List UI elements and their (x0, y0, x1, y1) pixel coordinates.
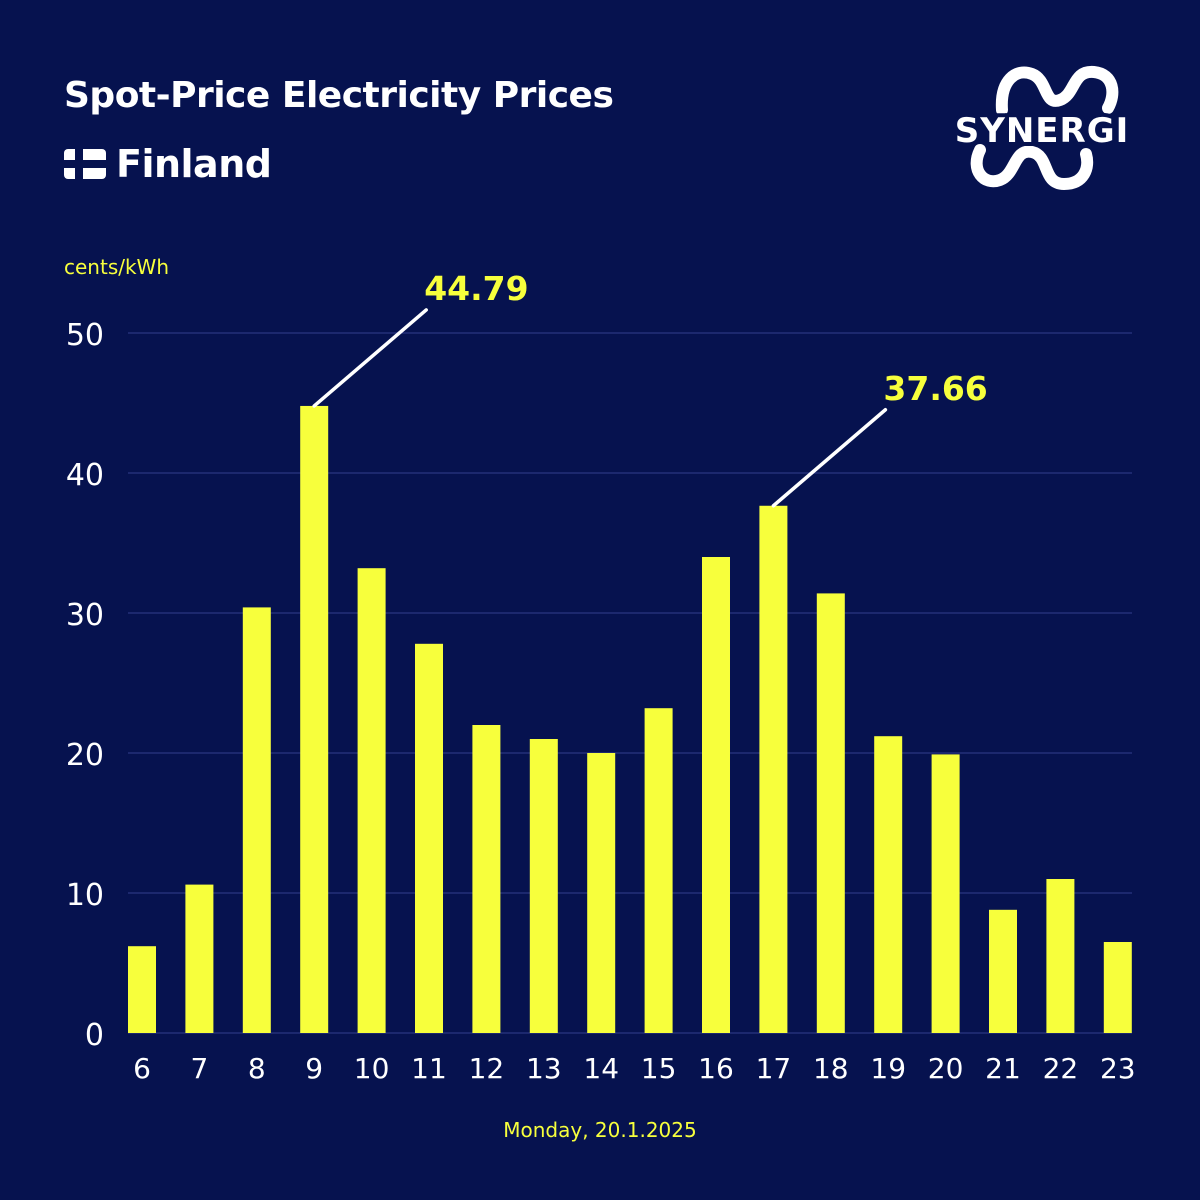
bar (989, 909, 1017, 1033)
bar (874, 736, 903, 1033)
x-tick-label: 12 (469, 1052, 505, 1085)
brand-text: SYNERGI (955, 111, 1130, 151)
y-axis-unit-label: cents/kWh (64, 255, 170, 279)
data-label: 37.66 (883, 369, 987, 408)
bar (587, 753, 616, 1033)
bar (702, 557, 730, 1033)
bar (357, 568, 386, 1033)
y-tick-label: 10 (66, 878, 104, 913)
bar (931, 754, 960, 1033)
x-tick-label: 10 (354, 1052, 390, 1085)
bar (472, 725, 501, 1033)
bar (242, 607, 271, 1033)
x-tick-label: 9 (305, 1052, 323, 1085)
bar (185, 884, 214, 1033)
y-tick-label: 30 (66, 598, 104, 633)
bar (300, 405, 329, 1033)
country-subtitle: Finland (64, 140, 272, 188)
chart-title: Spot-Price Electricity Prices (64, 75, 614, 116)
y-tick-label: 20 (66, 738, 104, 773)
bar (1103, 942, 1132, 1033)
x-tick-label: 16 (698, 1052, 734, 1085)
x-tick-label: 14 (583, 1052, 619, 1085)
x-tick-label: 22 (1043, 1052, 1079, 1085)
bar (529, 739, 558, 1033)
country-label: Finland (116, 142, 272, 186)
bar (1046, 879, 1075, 1033)
x-tick-label: 7 (190, 1052, 208, 1085)
chart-date: Monday, 20.1.2025 (503, 1118, 697, 1142)
x-tick-label: 18 (813, 1052, 849, 1085)
x-tick-label: 19 (870, 1052, 906, 1085)
data-label: 44.79 (424, 269, 528, 308)
y-tick-label: 50 (66, 318, 104, 353)
x-tick-label: 6 (133, 1052, 151, 1085)
bar (644, 708, 673, 1033)
finland-flag-icon (64, 149, 106, 179)
x-tick-label: 20 (928, 1052, 964, 1085)
annotation-leader-line (771, 408, 888, 508)
x-tick-label: 15 (641, 1052, 677, 1085)
y-tick-label: 0 (85, 1018, 104, 1053)
x-tick-label: 11 (411, 1052, 447, 1085)
bar (128, 946, 156, 1033)
x-tick-label: 23 (1100, 1052, 1136, 1085)
annotation-leader-line (312, 308, 428, 408)
bar (816, 593, 845, 1033)
bar (415, 643, 443, 1033)
x-tick-label: 17 (756, 1052, 792, 1085)
x-tick-label: 21 (985, 1052, 1021, 1085)
bar (759, 505, 788, 1033)
synergi-logo: SYNERGI (951, 66, 1132, 191)
x-tick-label: 13 (526, 1052, 562, 1085)
x-tick-label: 8 (248, 1052, 266, 1085)
y-tick-label: 40 (66, 458, 104, 493)
